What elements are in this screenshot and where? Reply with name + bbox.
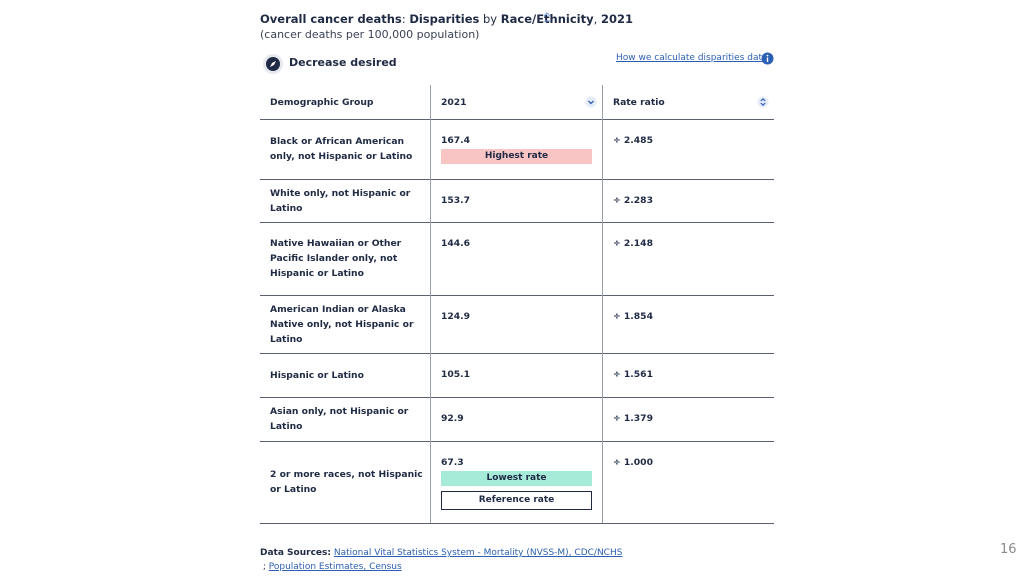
direction-label: Decrease desired (289, 56, 397, 69)
value-cell: 167.4 (441, 135, 471, 146)
row-border (260, 353, 774, 354)
title-part: Disparities (409, 12, 480, 26)
title-part: : (401, 12, 410, 26)
group-text: White only, not Hispanic or Latino (270, 187, 411, 214)
subtitle: (cancer deaths per 100,000 population) (260, 28, 480, 41)
group-text: Hispanic or Latino (270, 369, 364, 381)
column-header: Rate ratio (613, 97, 665, 108)
rate-badge: Lowest rate (441, 471, 592, 486)
row-border (260, 441, 774, 442)
title-part: Race/Ethnicity (500, 12, 594, 26)
dropdown-icon[interactable] (585, 96, 597, 108)
ratio-cell: ÷ 1.561 (613, 369, 653, 380)
row-border (260, 397, 774, 398)
value-cell: 153.7 (441, 195, 471, 206)
rate-badge: Reference rate (441, 491, 592, 510)
value-cell: 105.1 (441, 369, 471, 380)
value-cell: 144.6 (441, 238, 471, 249)
column-header: Demographic Group (270, 97, 374, 108)
column-divider (602, 85, 603, 523)
sort-icon[interactable] (757, 96, 769, 108)
source-link[interactable]: Population Estimates, Census (268, 562, 402, 572)
title: Overall cancer deaths: Disparities by Ra… (260, 12, 633, 26)
value-cell: 67.3 (441, 457, 464, 468)
compass-icon (263, 54, 283, 74)
row-border (260, 523, 774, 524)
method-link[interactable]: How we calculate disparities data (616, 53, 768, 63)
group-cell: White only, not Hispanic or Latino (270, 179, 426, 222)
group-text: Asian only, not Hispanic or Latino (270, 406, 409, 432)
sources-label: Data Sources: (260, 548, 331, 558)
group-cell: 2 or more races, not Hispanic or Latino (270, 441, 426, 523)
ratio-cell: ÷ 1.379 (613, 413, 653, 424)
info-icon[interactable] (761, 52, 774, 65)
group-text: 2 or more races, not Hispanic or Latino (270, 469, 423, 495)
group-cell: Native Hawaiian or Other Pacific Islande… (270, 222, 426, 295)
title-part: Overall cancer deaths (260, 12, 402, 26)
row-border (260, 179, 774, 180)
rate-badge: Highest rate (441, 149, 592, 164)
row-border (260, 222, 774, 223)
source-link[interactable]: National Vital Statistics System - Morta… (333, 548, 623, 558)
group-text: American Indian or Alaska Native only, n… (270, 303, 414, 345)
row-border (260, 295, 774, 296)
separator: ; (260, 562, 269, 572)
sort-icon (543, 12, 551, 22)
data-sources: Data Sources: National Vital Statistics … (260, 546, 660, 574)
column-header: 2021 (441, 97, 467, 108)
row-border (260, 119, 774, 120)
ratio-cell: ÷ 1.000 (613, 457, 653, 468)
page-number: 16 (1000, 542, 1017, 557)
title-part: by (479, 12, 501, 26)
group-cell: Asian only, not Hispanic or Latino (270, 397, 426, 441)
value-cell: 92.9 (441, 413, 464, 424)
column-divider (430, 85, 431, 523)
group-cell: American Indian or Alaska Native only, n… (270, 295, 426, 353)
group-cell: Black or African American only, not Hisp… (270, 119, 426, 179)
group-cell: Hispanic or Latino (270, 353, 426, 397)
ratio-cell: ÷ 1.854 (613, 311, 653, 322)
title-part: 2021 (600, 12, 633, 26)
ratio-cell: ÷ 2.485 (613, 135, 653, 146)
ratio-cell: ÷ 2.283 (613, 195, 653, 206)
title-part: , (593, 12, 601, 26)
value-cell: 124.9 (441, 311, 471, 322)
group-text: Black or African American only, not Hisp… (270, 136, 413, 162)
group-text: Native Hawaiian or Other Pacific Islande… (270, 238, 402, 279)
ratio-cell: ÷ 2.148 (613, 238, 653, 249)
